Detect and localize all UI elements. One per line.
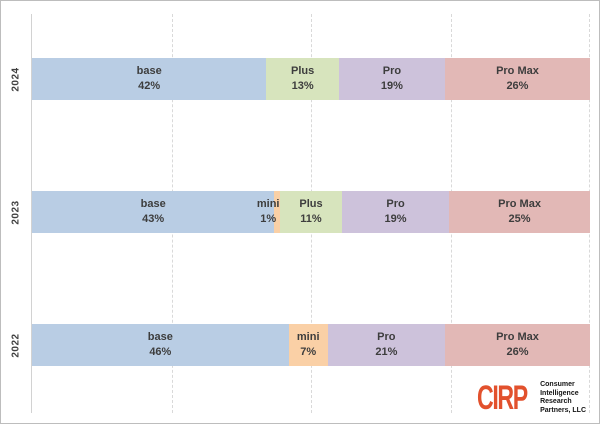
tagline-line-3: Research xyxy=(540,398,572,405)
segment-name-text: mini xyxy=(296,331,320,343)
cirp-logo-tagline: Consumer Intelligence Research Partners,… xyxy=(540,381,586,415)
segment-name-text: Pro xyxy=(382,65,402,77)
year-label-text: 2024 xyxy=(10,66,22,92)
segment-percent-text: 7% xyxy=(300,346,317,358)
segment-percent-text: 43% xyxy=(142,213,165,225)
segment-2024-pro-max: Pro Max 26% xyxy=(444,58,590,100)
segment-name-text: base xyxy=(136,65,162,77)
segment-name-text: base xyxy=(140,198,166,210)
segment-percent-text: 11% xyxy=(300,213,322,225)
segment-percent-text: 21% xyxy=(375,346,398,358)
cirp-logo-wordmark-wrap: CIRP xyxy=(477,381,537,415)
year-label-2022: 2022 xyxy=(1,324,31,366)
segment-name-text: Plus xyxy=(299,198,323,210)
segment-2023-mini: mini 1% xyxy=(257,191,280,233)
segment-percent-text: 19% xyxy=(384,213,407,225)
segment-2022-pro-max: Pro Max 26% xyxy=(444,324,591,366)
segment-label: base 43% xyxy=(141,197,166,227)
segment-2022-mini: mini 7% xyxy=(288,324,328,366)
segment-2024-pro: Pro 19% xyxy=(338,58,445,100)
segment-label: mini 7% xyxy=(297,330,320,360)
segment-name-text: Pro Max xyxy=(496,331,539,343)
year-label-2023: 2023 xyxy=(1,191,31,233)
segment-label: base 42% xyxy=(137,64,162,94)
tagline-line-1: Consumer xyxy=(540,381,575,388)
segment-label: Plus 11% xyxy=(299,197,322,227)
segment-percent-text: 13% xyxy=(291,80,314,92)
bar-row-2022: base 46% mini 7% Pro 21% Pro Max 26% xyxy=(32,324,591,366)
segment-percent-text: 46% xyxy=(149,346,172,358)
year-label-text: 2022 xyxy=(10,332,22,358)
segment-name-text: base xyxy=(147,331,173,343)
segment-percent-text: 25% xyxy=(508,213,531,225)
segment-name-text: Plus xyxy=(291,65,315,77)
segment-label: Pro 21% xyxy=(375,330,397,360)
segment-2024-base: base 42% xyxy=(32,58,267,100)
segment-name-text: Pro Max xyxy=(498,198,541,210)
segment-percent-text: 1% xyxy=(260,213,277,225)
segment-name-text: Pro Max xyxy=(496,65,539,77)
segment-label: Pro 19% xyxy=(385,197,407,227)
bar-row-2024: base 42% Plus 13% Pro 19% Pro Max 26% xyxy=(32,58,590,100)
tagline-line-2: Intelligence xyxy=(540,389,579,397)
segment-2023-plus: Plus 11% xyxy=(280,191,342,233)
segment-label: Pro Max 26% xyxy=(496,330,539,360)
segment-2022-pro: Pro 21% xyxy=(327,324,445,366)
plot-area: base 42% Plus 13% Pro 19% Pro Max 26% base 43% min… xyxy=(31,14,591,413)
segment-label: Pro 19% xyxy=(381,64,403,94)
segment-label: base 46% xyxy=(148,330,173,360)
segment-label: Pro Max 26% xyxy=(496,64,539,94)
segment-2023-base: base 43% xyxy=(32,191,275,233)
segment-name-text: Pro xyxy=(386,198,405,210)
segment-percent-text: 42% xyxy=(138,80,161,92)
segment-2023-pro-max: Pro Max 25% xyxy=(449,191,590,233)
year-label-2024: 2024 xyxy=(1,58,31,100)
segment-percent-text: 26% xyxy=(506,346,529,358)
bar-row-2023: base 43% mini 1% Plus 11% Pro 19% Pro Max 25% xyxy=(32,191,590,233)
segment-label: Pro Max 25% xyxy=(498,197,541,227)
cirp-logo: CIRP Consumer Intelligence Research Part… xyxy=(477,381,586,415)
year-label-text: 2023 xyxy=(10,199,22,225)
segment-label: Plus 13% xyxy=(291,64,314,94)
segment-name-text: mini xyxy=(256,198,280,210)
segment-2024-plus: Plus 13% xyxy=(266,58,339,100)
segment-percent-text: 26% xyxy=(506,80,529,92)
segment-2023-pro: Pro 19% xyxy=(342,191,450,233)
segment-percent-text: 19% xyxy=(380,80,403,92)
segment-name-text: Pro xyxy=(377,331,396,343)
cirp-logo-wordmark: CIRP xyxy=(477,379,528,417)
segment-label: mini 1% xyxy=(257,197,280,227)
segment-2022-base: base 46% xyxy=(32,324,289,366)
tagline-line-4: Partners, LLC xyxy=(540,406,586,414)
